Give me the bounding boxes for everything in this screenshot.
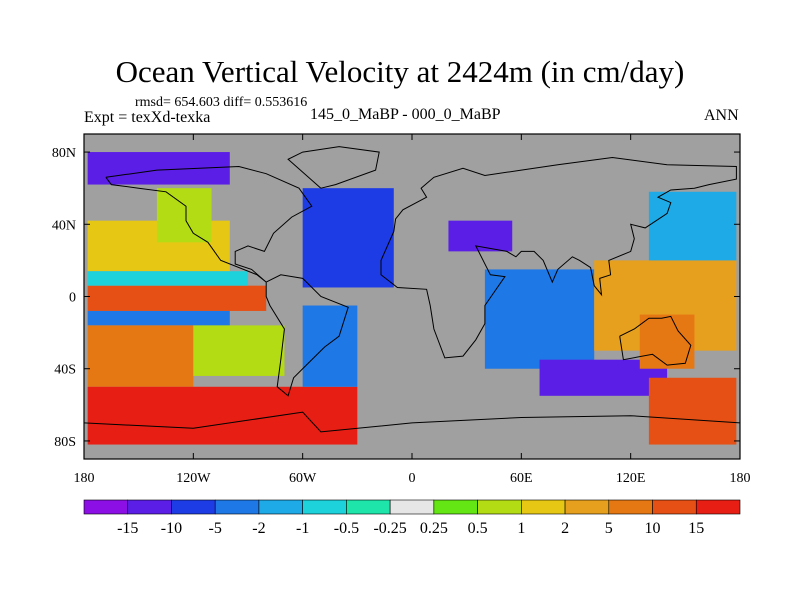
antarctica-outline	[84, 411, 740, 433]
season-label: ANN	[704, 107, 739, 124]
colorbar-label-5: -0.5	[334, 520, 359, 537]
field-region-south-pacific-central	[193, 325, 285, 376]
x-tick-label-0: 180	[74, 471, 95, 486]
colorbar-label-0: -15	[117, 520, 138, 537]
field-region-north-atlantic	[302, 188, 394, 288]
field-region-equatorial-pacific-north	[87, 271, 249, 286]
y-tick-label-2: 0	[69, 291, 76, 306]
x-tick-label-3: 0	[409, 471, 416, 486]
field-region-south-pacific-tropics	[87, 325, 194, 387]
colorbar-label-9: 1	[517, 520, 525, 537]
colorbar-label-8: 0.5	[468, 520, 488, 537]
colorbar-label-10: 2	[561, 520, 569, 537]
north-america-outline	[105, 165, 313, 283]
field-region-northwest-pacific	[648, 191, 737, 261]
colorbar-label-3: -2	[252, 520, 265, 537]
stats-text: rmsd= 654.603 diff= 0.553616	[135, 95, 308, 110]
colorbar-label-2: -5	[209, 520, 222, 537]
y-tick-label-3: 40S	[54, 363, 76, 378]
colorbar: -15 -10 -5 -2 -1 -0.5 -0.25 0.25 0.5 1 2 5 10 15	[83, 499, 741, 537]
field-region-australia-ocean	[639, 314, 695, 369]
colorbar-label-1: -10	[161, 520, 182, 537]
experiment-label: Expt = texXd-texka	[84, 109, 211, 126]
chart-title: Ocean Vertical Velocity at 2424m (in cm/…	[115, 54, 685, 89]
y-tick-label-4: 80S	[54, 435, 76, 450]
south-america-outline	[265, 274, 349, 397]
colorbar-label-12: 10	[645, 520, 661, 537]
colorbar-box-10	[521, 499, 566, 515]
axis-ticks: 180 120W 60W 0 60E 120E 180 80N 40N 0 40S 80S	[52, 134, 751, 486]
colorbar-box-14	[695, 499, 741, 515]
colorbar-box-13	[652, 499, 697, 515]
colorbar-box-5	[302, 499, 347, 515]
colorbar-box-7	[389, 499, 435, 515]
colorbar-box-8	[433, 499, 478, 515]
x-tick-label-1: 120W	[176, 471, 211, 486]
colorbar-box-4	[258, 499, 303, 515]
field-region-equatorial-pacific-south	[87, 310, 230, 326]
colorbar-box-6	[346, 499, 391, 515]
field-region-north-pacific-east	[156, 188, 212, 243]
velocity-field	[87, 152, 737, 445]
colorbar-label-11: 5	[605, 520, 613, 537]
colorbar-label-6: -0.25	[373, 520, 406, 537]
coastlines	[84, 146, 740, 433]
x-tick-label-5: 120E	[616, 471, 646, 486]
colorbar-box-11	[564, 499, 610, 515]
australia-outline	[619, 315, 692, 366]
greenland-outline	[287, 146, 380, 189]
colorbar-label-4: -1	[296, 520, 309, 537]
field-region-southern-ocean-pacific	[87, 386, 358, 445]
x-tick-label-6: 180	[730, 471, 751, 486]
colorbar-box-9	[477, 499, 522, 515]
field-region-south-atlantic	[302, 305, 358, 387]
colorbar-label-13: 15	[688, 520, 704, 537]
y-tick-label-1: 40N	[52, 218, 76, 233]
field-region-indian-ocean	[484, 269, 595, 369]
chart-subtitle: 145_0_MaBP - 000_0_MaBP	[310, 106, 501, 123]
colorbar-box-3	[214, 499, 260, 515]
colorbar-label-7: 0.25	[420, 520, 448, 537]
colorbar-box-0	[83, 499, 129, 515]
x-tick-label-2: 60W	[289, 471, 317, 486]
colorbar-box-2	[171, 499, 216, 515]
x-tick-label-4: 60E	[510, 471, 533, 486]
colorbar-box-1	[127, 499, 172, 515]
field-region-equatorial-pacific	[87, 285, 267, 311]
colorbar-box-12	[608, 499, 653, 515]
y-tick-label-0: 80N	[52, 146, 76, 161]
field-region-southern-ocean-east	[648, 377, 737, 445]
eurasia-africa-outline	[380, 156, 737, 359]
